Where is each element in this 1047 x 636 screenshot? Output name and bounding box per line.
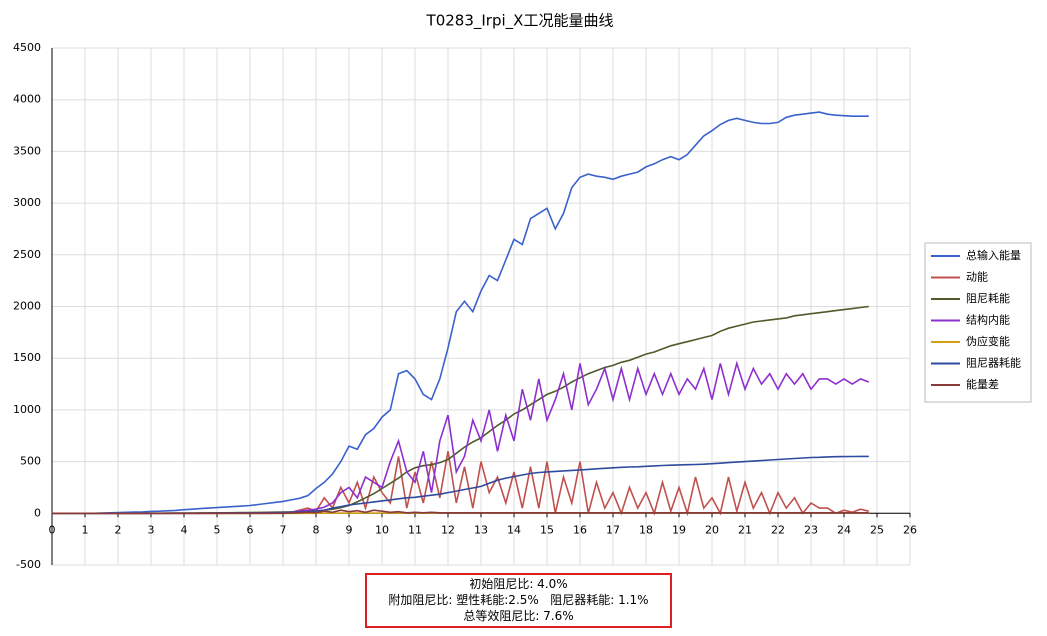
x-tick-label: 8 [313, 523, 320, 536]
series-line [52, 451, 869, 517]
x-tick-label: 15 [540, 523, 554, 536]
x-tick-label: 26 [903, 523, 917, 536]
legend-label: 总输入能量 [966, 248, 1021, 262]
x-tick-label: 25 [870, 523, 884, 536]
x-tick-label: 4 [181, 523, 188, 536]
annotation: 总等效阻尼比: 7.6% [463, 609, 574, 623]
y-tick-label: 1000 [13, 403, 41, 416]
y-tick-label: 4000 [13, 93, 41, 106]
x-tick-label: 6 [247, 523, 254, 536]
x-tick-label: 13 [474, 523, 488, 536]
legend-label: 阻尼器耗能 [966, 356, 1021, 370]
x-tick-label: 2 [115, 523, 122, 536]
annotation: 附加阻尼比: 塑性耗能:2.5% 阻尼器耗能: 1.1% [388, 593, 649, 607]
x-tick-label: 9 [346, 523, 353, 536]
y-tick-label: 2000 [13, 300, 41, 313]
y-tick-label: 1500 [13, 351, 41, 364]
series-line [52, 509, 869, 515]
x-tick-label: 12 [441, 523, 455, 536]
x-tick-label: 1 [82, 523, 89, 536]
x-tick-label: 3 [148, 523, 155, 536]
x-tick-label: 5 [214, 523, 221, 536]
y-tick-label: 4500 [13, 41, 41, 54]
y-tick-label: 3500 [13, 144, 41, 157]
x-tick-label: 11 [408, 523, 422, 536]
x-tick-label: 14 [507, 523, 521, 536]
series-line [52, 111, 869, 515]
x-tick-label: 24 [837, 523, 851, 536]
x-tick-label: 7 [280, 523, 287, 536]
x-tick-label: 10 [375, 523, 389, 536]
x-tick-label: 17 [606, 523, 620, 536]
legend-label: 伪应变能 [966, 334, 1010, 348]
y-tick-label: 500 [20, 455, 41, 468]
x-tick-label: 21 [738, 523, 752, 536]
x-tick-label: 19 [672, 523, 686, 536]
x-tick-label: 16 [573, 523, 587, 536]
x-tick-label: 22 [771, 523, 785, 536]
legend-label: 能量差 [966, 377, 999, 391]
chart-title: T0283_Irpi_X工况能量曲线 [426, 12, 614, 31]
x-tick-label: 18 [639, 523, 653, 536]
x-tick-label: 23 [804, 523, 818, 536]
y-tick-label: -500 [16, 558, 41, 571]
y-tick-label: 3000 [13, 196, 41, 209]
annotation-box: 初始阻尼比: 4.0% 附加阻尼比: 塑性耗能:2.5% 阻尼器耗能: 1.1% 总… [365, 573, 672, 628]
legend-box [924, 242, 1032, 403]
y-tick-label: 2500 [13, 248, 41, 261]
legend-label: 动能 [966, 270, 988, 284]
legend-label: 结构内能 [966, 313, 1010, 327]
y-tick-label: 0 [34, 506, 41, 519]
x-tick-label: 20 [705, 523, 719, 536]
legend-label: 阻尼耗能 [966, 291, 1010, 305]
annotation: 初始阻尼比: 4.0% [469, 577, 568, 591]
